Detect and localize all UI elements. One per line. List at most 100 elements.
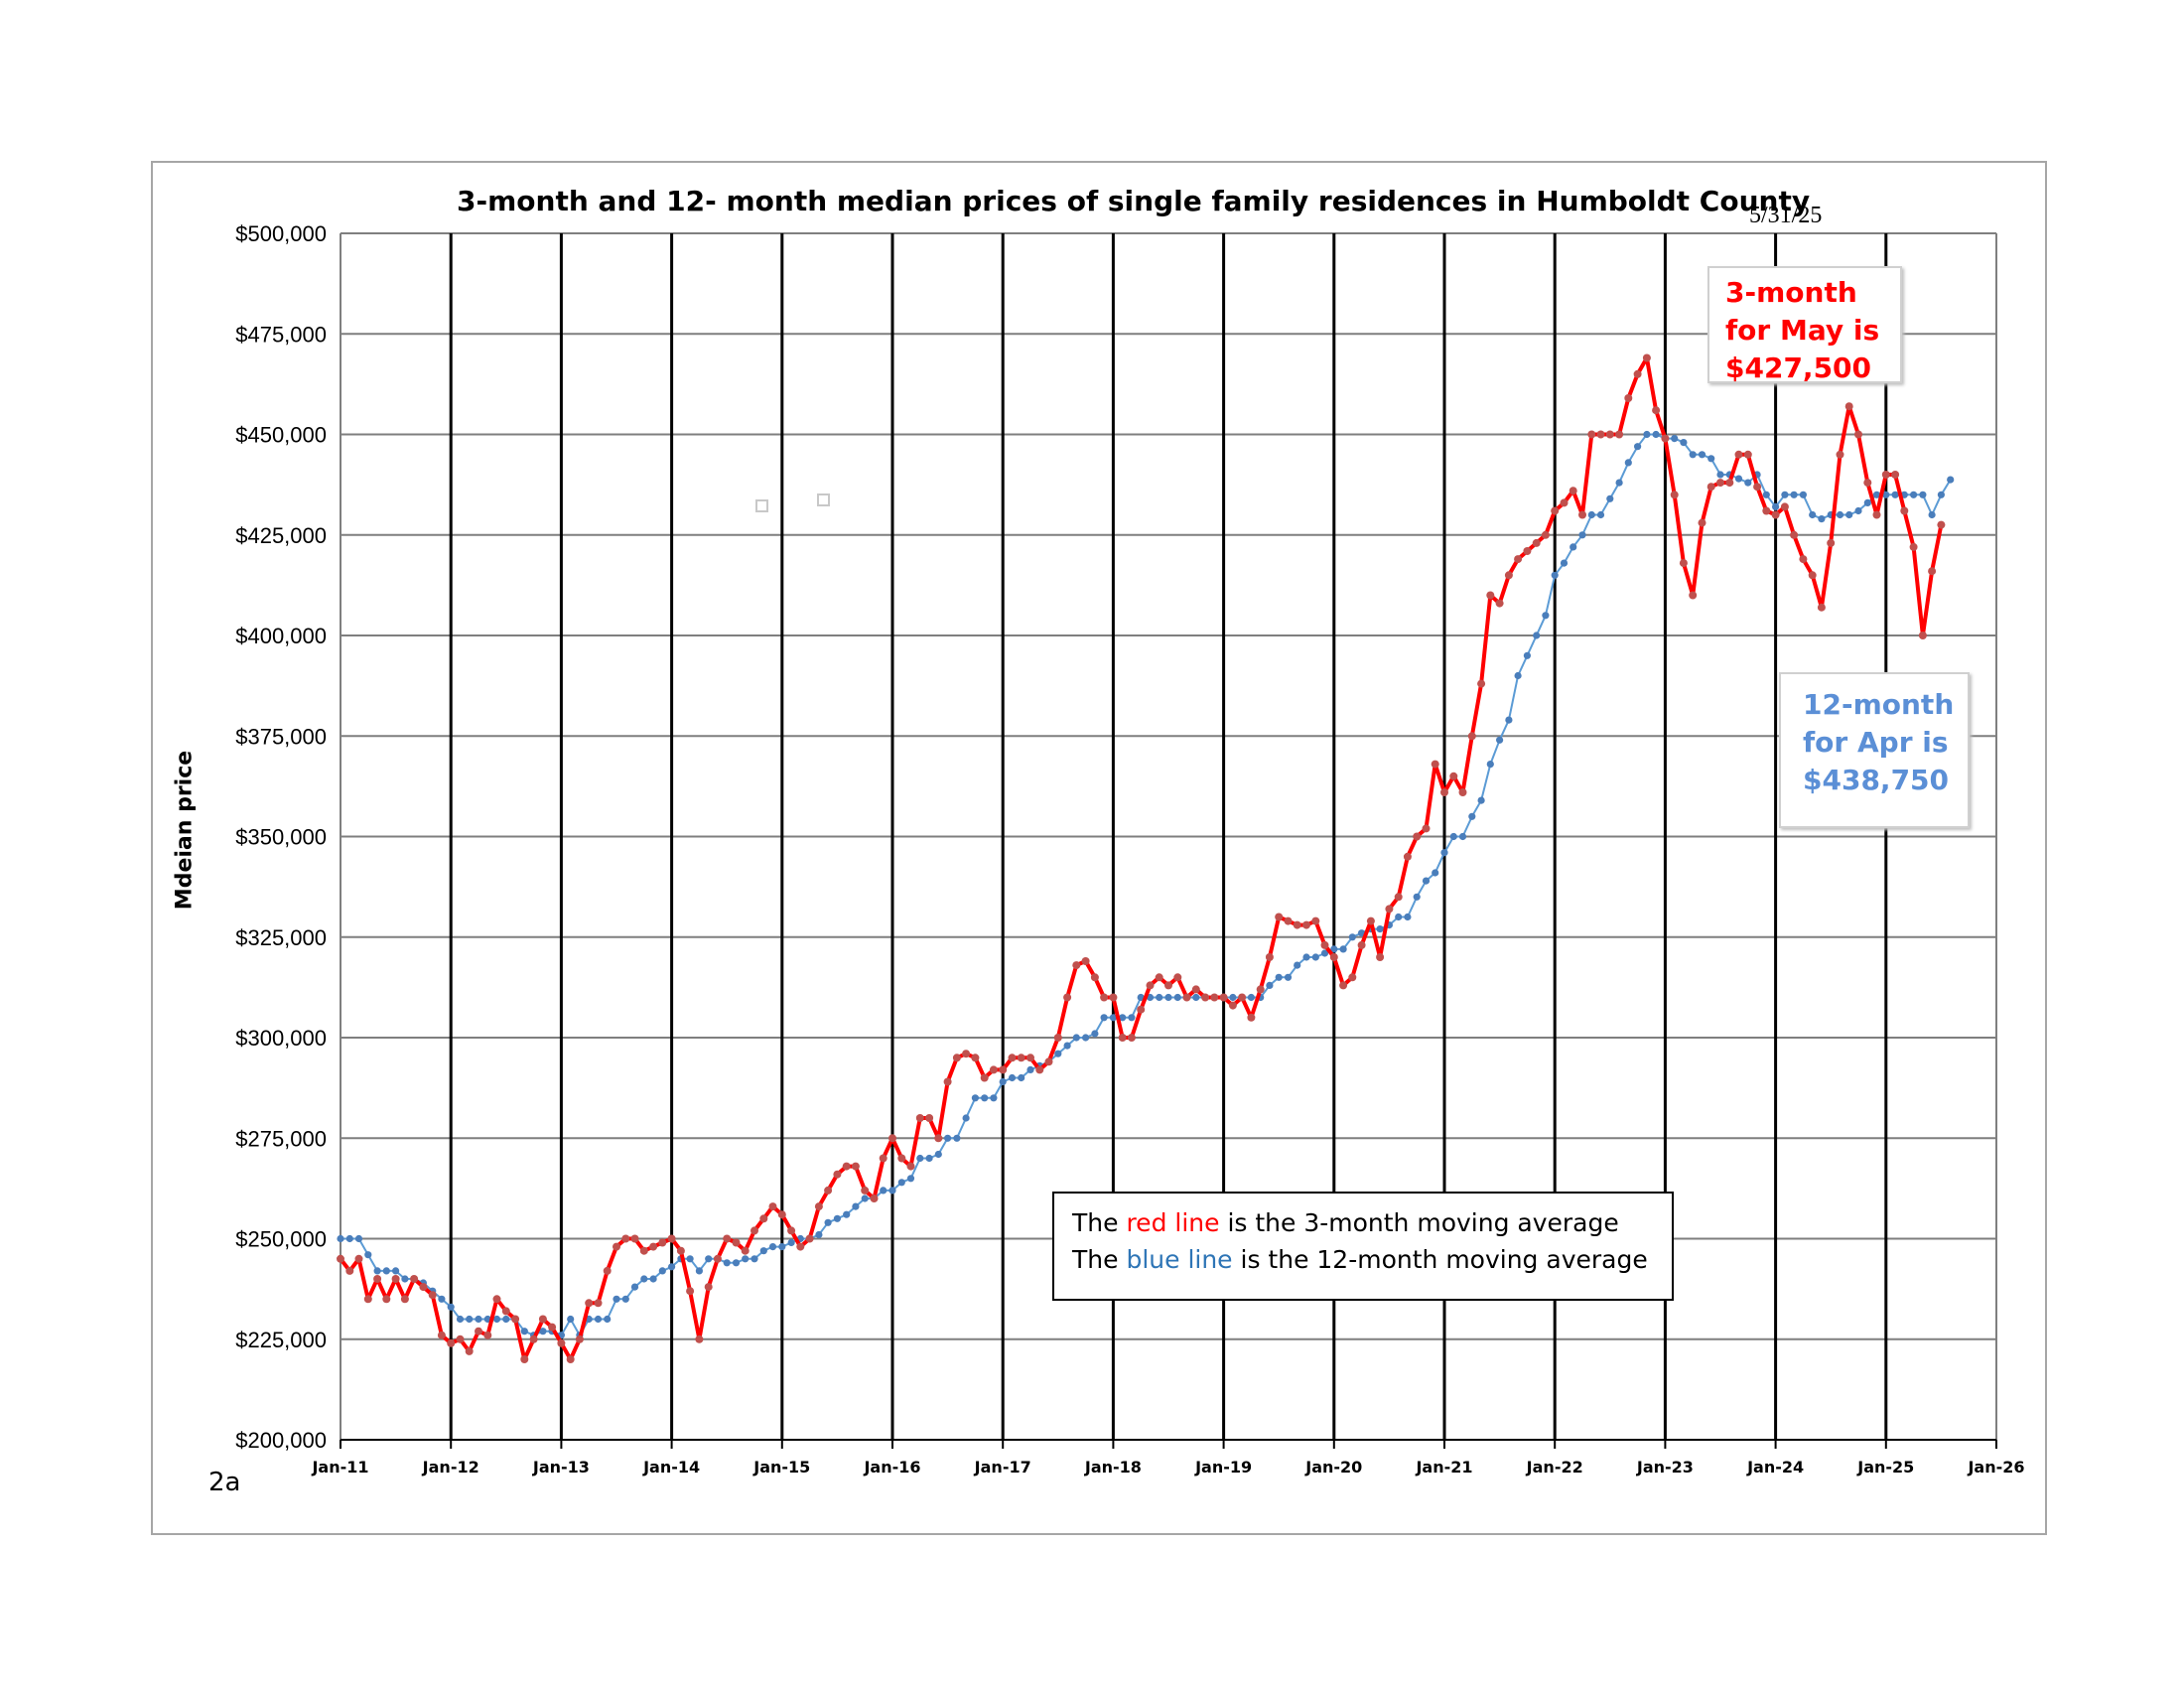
point-12-month — [1275, 973, 1283, 981]
point-12-month — [1008, 1073, 1017, 1082]
point-3-month — [1302, 920, 1310, 929]
point-3-month — [870, 1195, 879, 1202]
point-12-month — [1266, 981, 1274, 990]
point-3-month — [566, 1355, 575, 1363]
point-12-month — [990, 1094, 998, 1102]
point-12-month — [392, 1267, 400, 1275]
point-3-month — [1100, 993, 1109, 1002]
point-12-month — [1818, 515, 1826, 523]
point-12-month — [1468, 812, 1476, 820]
corner-label: 2a — [208, 1468, 241, 1497]
point-3-month — [447, 1338, 456, 1347]
point-3-month — [511, 1315, 520, 1324]
point-3-month — [465, 1346, 474, 1355]
point-3-month — [1458, 788, 1467, 796]
point-3-month — [475, 1327, 482, 1336]
point-12-month — [925, 1154, 933, 1163]
point-12-month — [1440, 849, 1448, 857]
point-3-month — [1164, 981, 1172, 990]
point-3-month — [1836, 450, 1844, 459]
point-3-month — [824, 1186, 833, 1195]
point-12-month — [1551, 571, 1559, 579]
point-12-month — [1320, 949, 1329, 957]
point-3-month — [585, 1299, 594, 1308]
legend-blue-text: blue line — [1126, 1245, 1233, 1274]
y-tick-label: $275,000 — [235, 1126, 327, 1151]
point-12-month — [1652, 430, 1660, 439]
point-3-month — [1293, 920, 1301, 929]
point-3-month — [400, 1295, 409, 1304]
point-3-month — [676, 1246, 685, 1255]
point-3-month — [520, 1355, 529, 1363]
point-12-month — [1146, 993, 1155, 1002]
stray-marker — [817, 493, 830, 506]
point-12-month — [1404, 913, 1412, 921]
point-12-month — [1744, 479, 1752, 487]
point-12-month — [1734, 475, 1743, 483]
point-3-month — [337, 1254, 344, 1263]
point-12-month — [815, 1230, 823, 1239]
y-tick-label: $300,000 — [235, 1026, 327, 1051]
point-3-month — [557, 1338, 566, 1347]
point-3-month — [594, 1299, 603, 1308]
point-3-month — [1366, 916, 1375, 925]
point-3-month — [1394, 893, 1403, 902]
point-3-month — [492, 1295, 501, 1304]
x-tick-label: Jan-25 — [1856, 1458, 1914, 1477]
point-3-month — [879, 1154, 887, 1163]
y-axis-label: Mdeian price — [172, 750, 198, 911]
y-tick-label: $200,000 — [235, 1428, 327, 1453]
point-3-month — [1854, 430, 1862, 439]
point-3-month — [1523, 547, 1532, 555]
y-tick-label: $225,000 — [235, 1328, 327, 1352]
y-tick-label: $325,000 — [235, 925, 327, 950]
point-12-month — [723, 1259, 731, 1267]
point-3-month — [1247, 1013, 1256, 1022]
point-3-month — [1348, 973, 1357, 982]
point-3-month — [934, 1134, 943, 1143]
point-12-month — [1533, 632, 1541, 639]
point-3-month — [428, 1291, 437, 1300]
point-3-month — [1679, 559, 1688, 568]
point-12-month — [888, 1187, 896, 1195]
point-3-month — [1413, 832, 1422, 841]
legend-red-text: red line — [1126, 1208, 1220, 1237]
point-12-month — [934, 1150, 942, 1159]
point-3-month — [1173, 973, 1182, 982]
point-3-month — [538, 1315, 547, 1324]
point-3-month — [861, 1186, 870, 1195]
point-3-month — [1661, 434, 1670, 443]
x-tick-label: Jan-22 — [1526, 1458, 1583, 1477]
point-3-month — [1615, 430, 1624, 439]
point-3-month — [1928, 567, 1937, 576]
point-3-month — [962, 1050, 971, 1058]
point-12-month — [1413, 893, 1421, 901]
point-3-month — [1182, 993, 1191, 1002]
point-3-month — [751, 1226, 758, 1235]
point-12-month — [1173, 993, 1181, 1002]
point-3-month — [1467, 732, 1476, 741]
point-3-month — [1872, 510, 1881, 519]
point-12-month — [382, 1267, 390, 1275]
point-3-month — [723, 1234, 732, 1243]
point-12-month — [1432, 869, 1439, 877]
point-12-month — [364, 1251, 372, 1259]
point-12-month — [1072, 1034, 1080, 1042]
point-3-month — [1422, 824, 1431, 833]
point-3-month — [630, 1234, 639, 1243]
point-3-month — [1376, 953, 1385, 961]
point-3-month — [1863, 479, 1872, 488]
point-3-month — [971, 1054, 980, 1062]
series-layer — [337, 353, 1955, 1363]
point-12-month — [1845, 510, 1853, 519]
point-12-month — [1836, 510, 1844, 519]
point-12-month — [1680, 439, 1688, 447]
point-12-month — [1698, 451, 1706, 459]
point-12-month — [1109, 1014, 1117, 1022]
point-3-month — [437, 1331, 446, 1339]
point-3-month — [603, 1266, 612, 1275]
point-12-month — [1689, 451, 1697, 459]
point-12-month — [732, 1259, 741, 1267]
point-12-month — [1496, 736, 1504, 744]
point-12-month — [1294, 961, 1301, 969]
